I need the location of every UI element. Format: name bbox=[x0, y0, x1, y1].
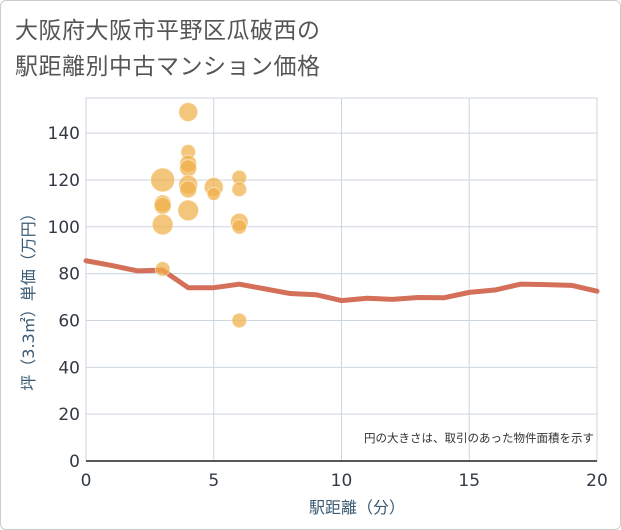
y-tick-label: 20 bbox=[58, 405, 80, 425]
y-tick-label: 140 bbox=[48, 124, 80, 144]
data-point-bubble bbox=[206, 186, 221, 202]
chart-title-line-1: 大阪府大阪市平野区瓜破西の bbox=[15, 18, 321, 44]
y-tick-label: 120 bbox=[48, 171, 80, 191]
data-point-bubble bbox=[154, 261, 171, 277]
grid bbox=[85, 97, 598, 462]
data-point-bubble bbox=[151, 213, 174, 236]
x-tick-label: 20 bbox=[586, 471, 608, 491]
chart-title: 大阪府大阪市平野区瓜破西の 駅距離別中古マンション価格 bbox=[15, 13, 321, 85]
average-price-line bbox=[83, 258, 600, 304]
average-line-layer bbox=[83, 258, 600, 304]
chart-title-line-2: 駅距離別中古マンション価格 bbox=[15, 54, 321, 80]
data-point-bubble bbox=[178, 102, 199, 123]
x-tick-labels: 0 5 10 15 20 bbox=[81, 471, 608, 491]
data-point-bubble bbox=[231, 312, 248, 329]
data-point-bubble bbox=[179, 159, 198, 178]
data-point-bubble bbox=[153, 196, 172, 215]
data-point-bubble bbox=[177, 199, 200, 222]
y-tick-label: 60 bbox=[58, 311, 80, 331]
x-tick-label: 5 bbox=[208, 471, 219, 491]
y-axis-label: 坪（3.3㎡）単価（万円） bbox=[19, 205, 38, 390]
y-tick-label: 0 bbox=[69, 452, 80, 472]
bubble-layer bbox=[150, 102, 249, 329]
y-tick-labels: 0 20 40 60 80 100 120 140 bbox=[48, 124, 80, 472]
data-point-bubble bbox=[231, 218, 248, 235]
bubble-size-note: 円の大きさは、取引のあった物件面積を示す bbox=[364, 431, 594, 445]
y-tick-label: 100 bbox=[48, 218, 80, 238]
data-point-bubble bbox=[150, 167, 176, 193]
x-axis-label: 駅距離（分） bbox=[309, 498, 405, 517]
y-tick-label: 40 bbox=[58, 358, 80, 378]
x-tick-label: 15 bbox=[458, 471, 480, 491]
x-tick-label: 10 bbox=[331, 471, 353, 491]
x-tick-label: 0 bbox=[81, 471, 92, 491]
y-tick-label: 80 bbox=[58, 265, 80, 285]
data-point-bubble bbox=[179, 180, 198, 199]
data-point-bubble bbox=[231, 181, 248, 198]
